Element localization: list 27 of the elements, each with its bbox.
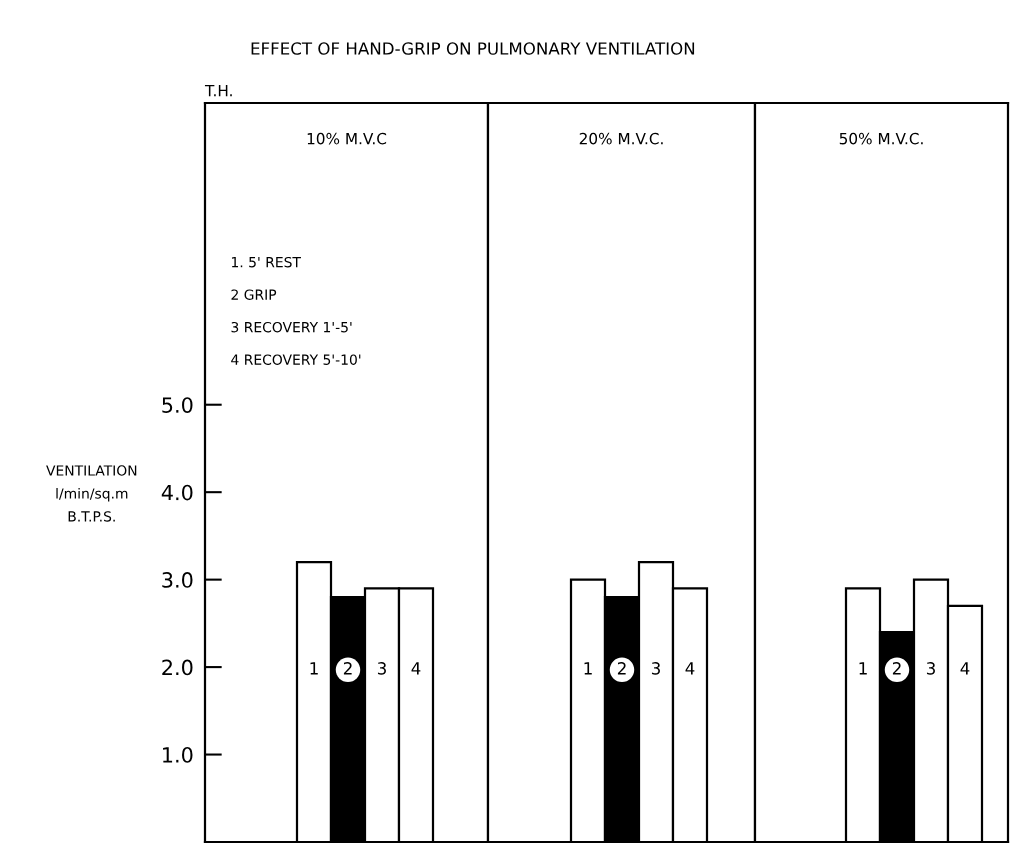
text: 2 GRIP — [231, 289, 277, 300]
x-tick-label: 1 — [310, 662, 318, 675]
x-tick-label: 4 — [960, 662, 970, 675]
y-tick-label: 2.0 — [162, 659, 193, 676]
x-tick-label: 2 — [892, 662, 901, 675]
x-tick-label: 4 — [685, 662, 695, 675]
x-tick-label: 1 — [584, 662, 592, 675]
text: EFFECT OF HAND-GRIP ON PULMONARY VENTILATION — [251, 42, 695, 55]
text: 10% M.V.C — [307, 132, 387, 145]
x-tick-label: 1 — [859, 662, 867, 675]
y-axis-title: VENTILATION l/min/sq.m B.T.P.S. — [46, 465, 137, 522]
text: T.H. — [204, 85, 232, 97]
y-tick-label: 1.0 — [163, 747, 193, 763]
x-tick-label: 3 — [651, 662, 660, 675]
x-tick-label: 2 — [617, 662, 626, 675]
x-tick-label: 3 — [377, 662, 386, 675]
x-tick-label: 3 — [926, 662, 935, 675]
text: 20% M.V.C. — [579, 132, 663, 145]
y-tick-label: 3.0 — [162, 572, 193, 588]
y-tick-label: 5.0 — [162, 397, 193, 413]
x-tick-label: 2 — [343, 662, 352, 675]
x-tick-label: 4 — [411, 662, 421, 675]
text: 50% M.V.C. — [839, 132, 923, 145]
annotation: 4 RECOVERY 5'-10' — [231, 354, 361, 365]
y-tick-label: 4.0 — [161, 484, 193, 501]
annotation: 1. 5' REST — [232, 256, 301, 268]
annotation: 3 RECOVERY 1'-5' — [231, 321, 352, 333]
